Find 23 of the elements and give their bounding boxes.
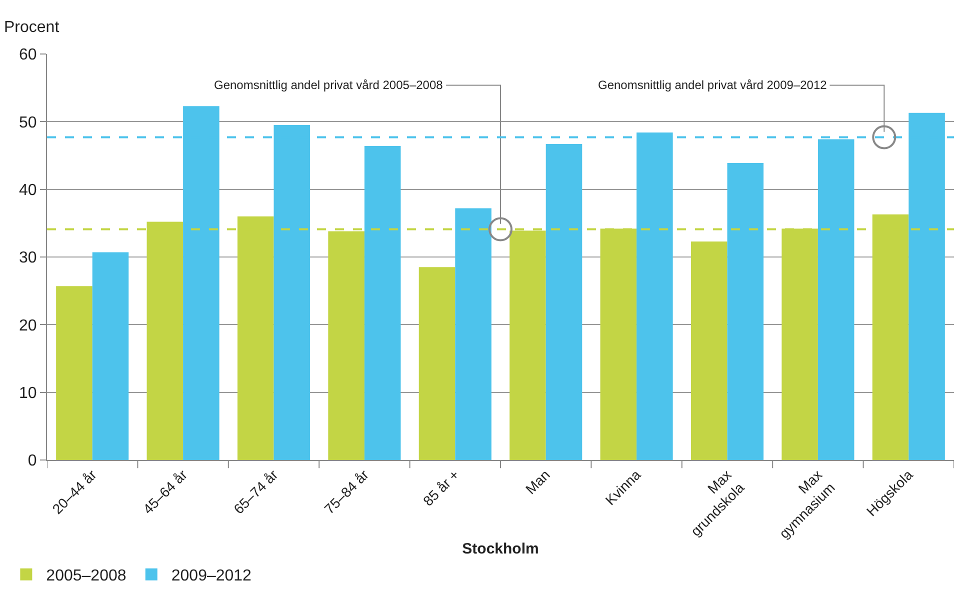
- legend-label: 2005–2008: [46, 568, 126, 585]
- bar: [455, 208, 492, 460]
- y-tick-label: 0: [28, 452, 37, 470]
- ref-line-label: Genomsnittlig andel privat vård 2009–2012: [598, 78, 828, 92]
- legend-label: 2009–2012: [171, 568, 252, 585]
- x-tick-label: 85 år +: [420, 466, 462, 509]
- ref-line-label: Genomsnittlig andel privat vård 2005–2008: [214, 78, 444, 92]
- y-tick-label: 20: [19, 317, 37, 334]
- y-tick-label: 30: [19, 250, 37, 267]
- bar: [92, 252, 129, 460]
- y-tick-label: 40: [19, 182, 37, 199]
- x-tick-label: Man: [522, 466, 553, 498]
- bar: [690, 241, 728, 460]
- bar: [546, 144, 582, 460]
- bar: [364, 146, 401, 460]
- y-tick-label: 50: [19, 114, 37, 132]
- y-tick-label: 10: [19, 384, 37, 402]
- x-axis-title: Stockholm: [462, 540, 539, 558]
- y-axis-title: Procent: [4, 19, 60, 36]
- y-tick-label: 60: [19, 46, 37, 64]
- bar: [727, 162, 764, 460]
- bar: [418, 267, 456, 460]
- bar: [56, 286, 92, 460]
